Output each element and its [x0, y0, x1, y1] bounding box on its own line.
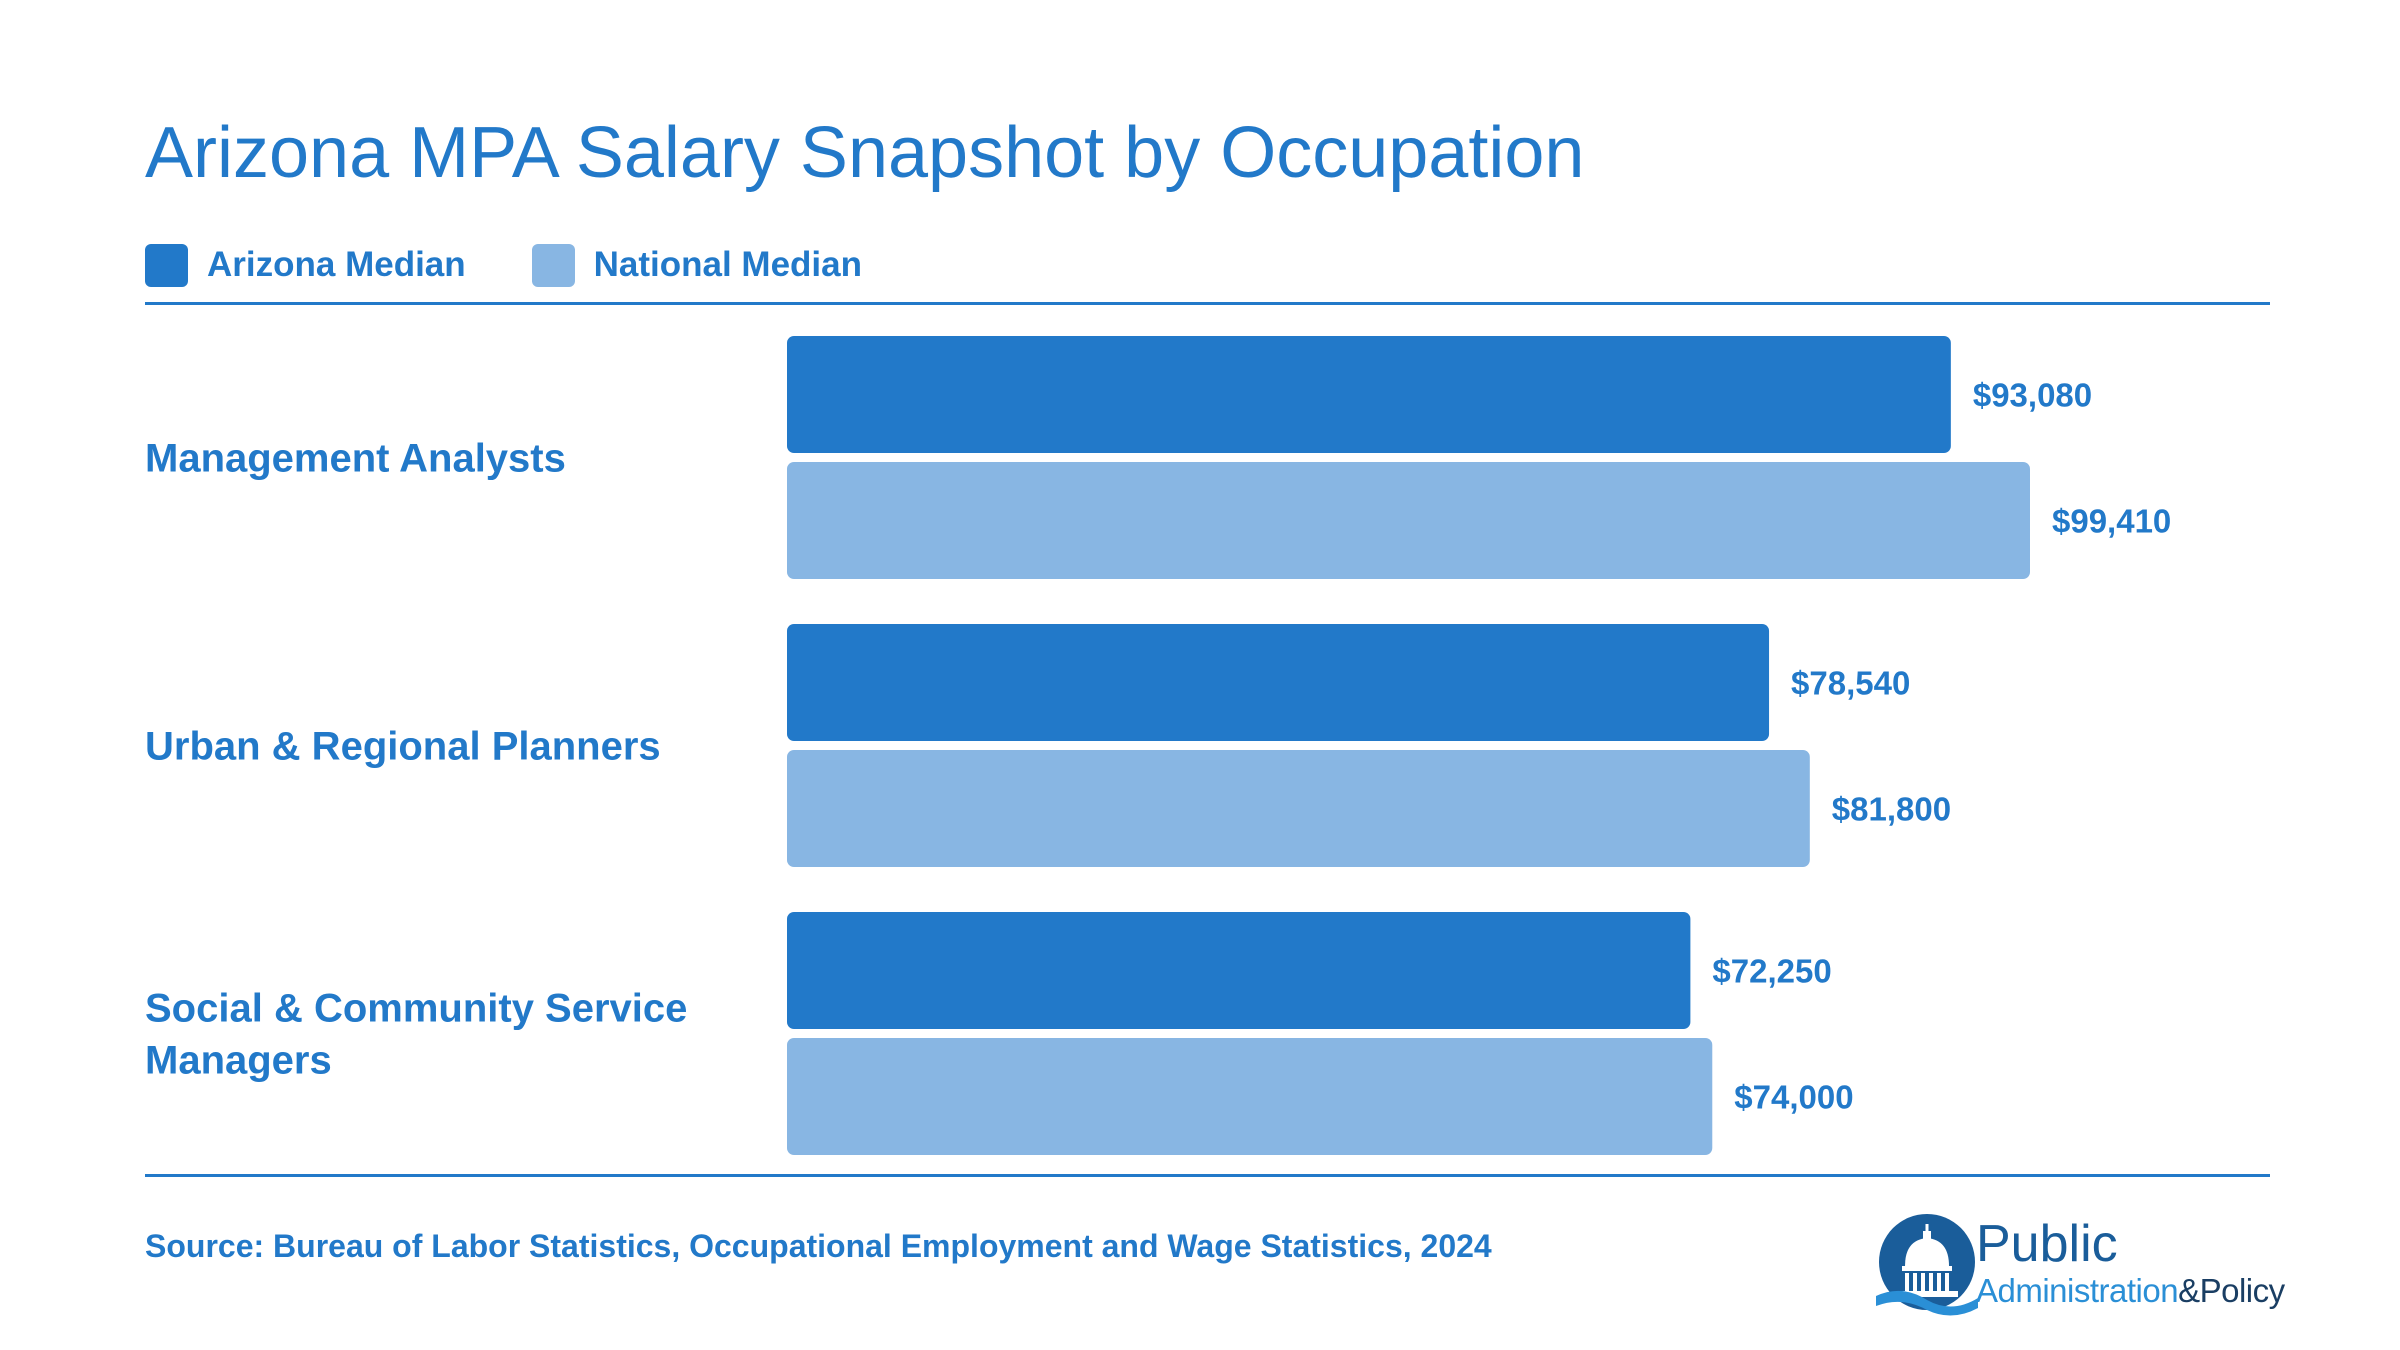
legend-label-arizona: Arizona Median — [207, 245, 466, 284]
bar-national-median-urban-and-regional-planners — [787, 750, 1810, 867]
bar-arizona-median-urban-and-regional-planners — [787, 624, 1770, 741]
legend-swatch-national — [531, 243, 575, 287]
category-label-social-and-community-service-managers: Social & Community Service Managers — [145, 987, 687, 1083]
logo: Public Administration&Policy — [1872, 1210, 2285, 1330]
top-divider — [145, 302, 2270, 305]
value-label-national-median-social-and-community-service-managers: $74,000 — [1734, 1079, 1853, 1116]
bar-national-median-management-analysts — [787, 462, 2030, 579]
logo-text-administration: Administration&Policy — [1976, 1272, 2285, 1310]
source-note: Source: Bureau of Labor Statistics, Occu… — [145, 1228, 1492, 1264]
bottom-divider — [145, 1174, 2270, 1177]
bar-arizona-median-management-analysts — [787, 336, 1951, 453]
bar-arizona-median-social-and-community-service-managers — [787, 912, 1691, 1029]
legend-label-national: National Median — [593, 245, 863, 284]
chart-title: Arizona MPA Salary Snapshot by Occupatio… — [145, 113, 1585, 193]
value-label-arizona-median-urban-and-regional-planners: $78,540 — [1791, 665, 1910, 702]
capitol-dome-icon — [1876, 1214, 1978, 1316]
legend-item-national: National Median — [531, 243, 863, 287]
logo-text-policy: Policy — [2199, 1272, 2286, 1309]
logo-text-administration-word: Administration — [1976, 1272, 2179, 1309]
bar-national-median-social-and-community-service-managers — [787, 1038, 1713, 1155]
logo-text-ampersand: & — [2178, 1272, 2200, 1309]
category-label-management-analysts: Management Analysts — [145, 437, 566, 481]
logo-text-public: Public — [1976, 1215, 2118, 1273]
legend-item-arizona: Arizona Median — [145, 243, 466, 287]
value-label-national-median-management-analysts: $99,410 — [2052, 503, 2171, 540]
value-label-arizona-median-management-analysts: $93,080 — [1973, 377, 2092, 414]
legend-swatch-arizona — [145, 243, 188, 287]
legend: Arizona Median National Median — [145, 242, 928, 288]
category-label-urban-and-regional-planners: Urban & Regional Planners — [145, 725, 661, 769]
value-label-arizona-median-social-and-community-service-managers: $72,250 — [1712, 953, 1831, 990]
value-label-national-median-urban-and-regional-planners: $81,800 — [1832, 791, 1951, 828]
